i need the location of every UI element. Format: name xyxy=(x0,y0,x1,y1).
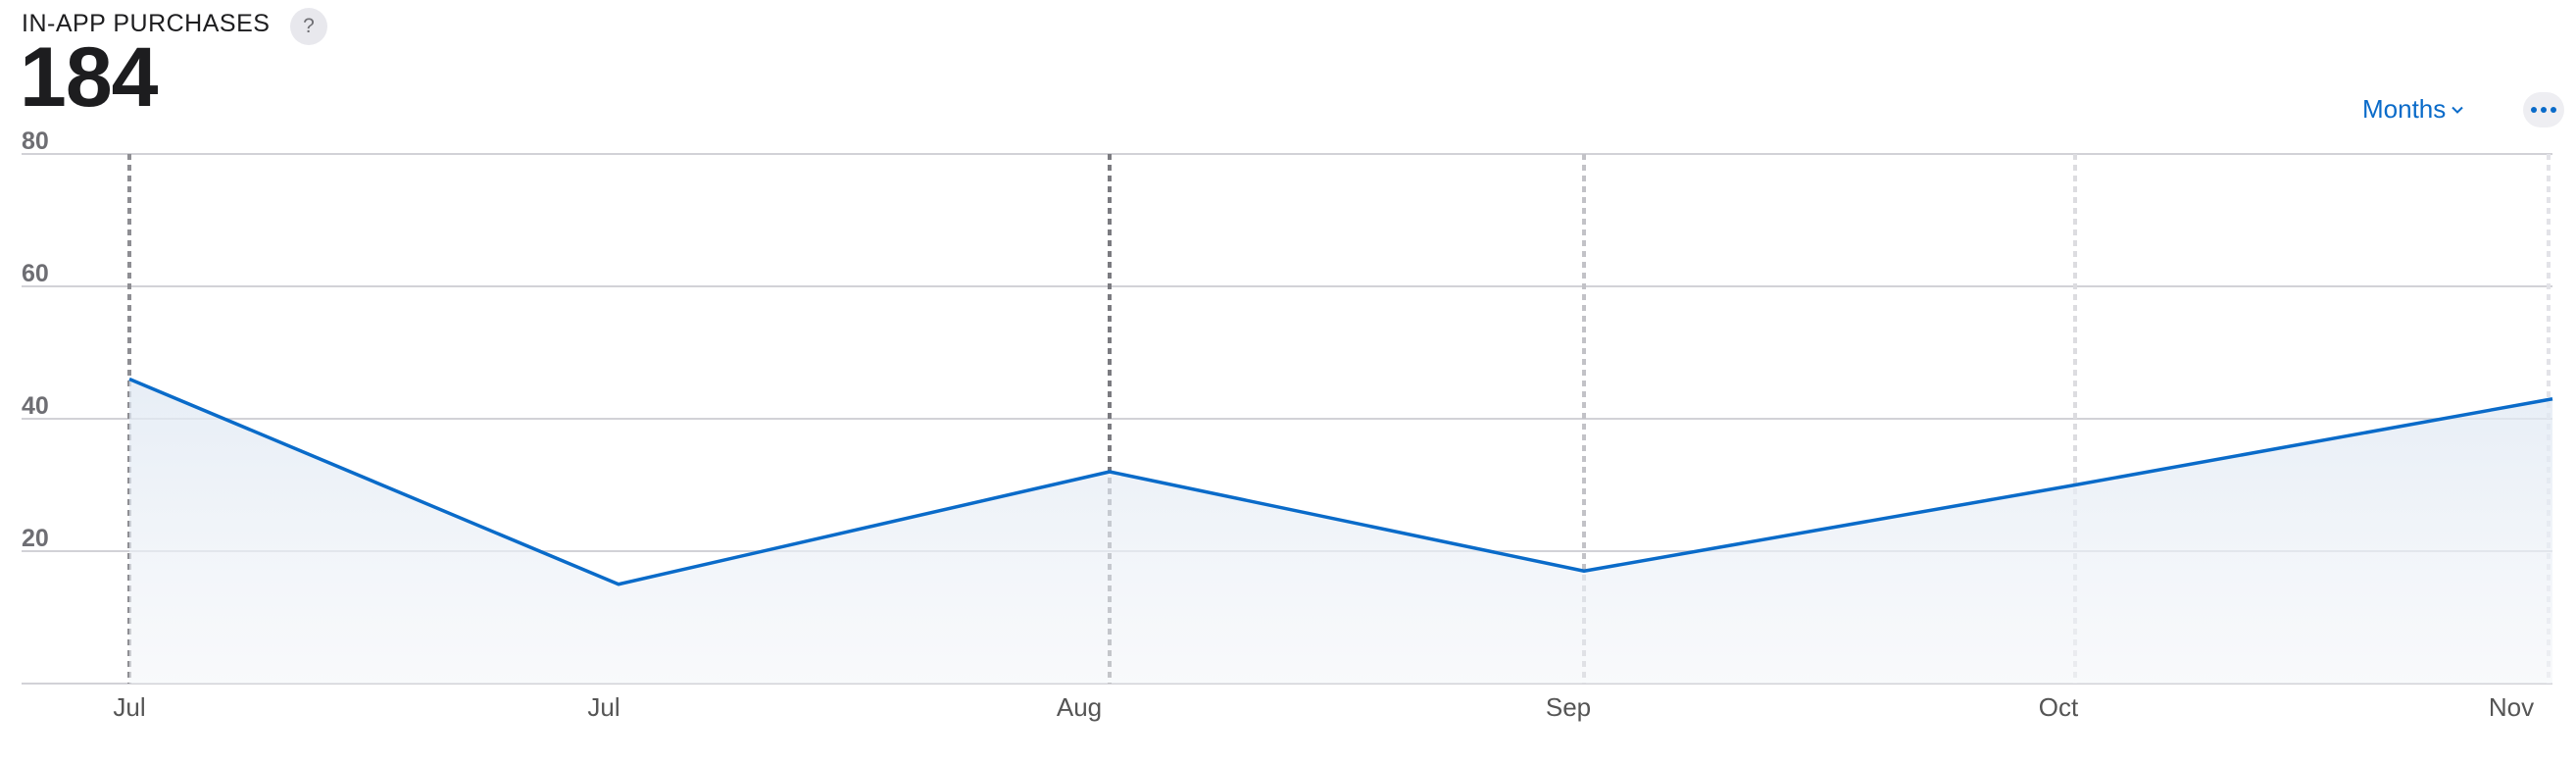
x-tick-label: Oct xyxy=(2039,692,2079,722)
x-tick-label: Sep xyxy=(1546,692,1591,722)
x-tick-label: Jul xyxy=(587,692,619,722)
y-tick-label: 40 xyxy=(22,392,49,420)
y-tick-label: 20 xyxy=(22,525,49,552)
x-tick-label: Aug xyxy=(1057,692,1102,722)
y-tick-label: 60 xyxy=(22,260,49,287)
x-tick-label: Jul xyxy=(113,692,145,722)
y-tick-label: 80 xyxy=(22,127,49,155)
x-tick-label: Nov xyxy=(2489,692,2534,722)
